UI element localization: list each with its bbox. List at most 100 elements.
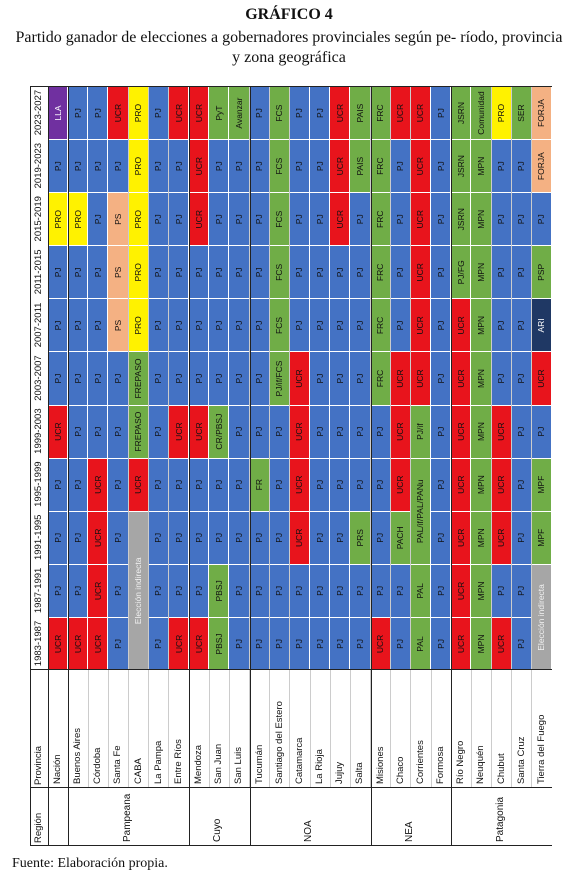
party-cell: PJ — [511, 245, 532, 299]
header-period: 2003-2007 — [33, 355, 44, 401]
party-cell: PJ — [491, 139, 512, 193]
party-cell: Avanzar — [229, 86, 250, 140]
party-cell: PJ — [148, 510, 169, 564]
party-cell: PJ — [289, 245, 311, 299]
province-label: Córdoba — [92, 747, 104, 784]
party-cell: PJ — [249, 404, 270, 458]
party-cell: PJ — [310, 298, 331, 352]
party-cell: PJ/FG — [451, 245, 472, 299]
header-period: 1999-2003 — [33, 408, 44, 454]
party-cell: UCR — [410, 351, 432, 405]
party-cell: PRO — [491, 86, 512, 140]
party-cell: PJ — [289, 616, 311, 670]
region-separator — [249, 86, 251, 846]
party-cell: MPF — [531, 510, 552, 564]
header-top-line — [30, 86, 31, 846]
party-cell: UCR — [531, 351, 552, 405]
party-cell: PRO — [68, 192, 89, 246]
party-cell: PJ — [68, 298, 89, 352]
party-cell: UCR — [491, 457, 512, 511]
party-cell: PJ — [511, 563, 532, 617]
party-cell: PJ — [168, 457, 190, 511]
party-cell: UCR — [491, 510, 512, 564]
party-cell: PJ — [249, 192, 270, 246]
party-cell: UCR — [189, 192, 210, 246]
party-cell: UCR — [390, 351, 411, 405]
party-cell: PRO — [128, 298, 149, 352]
party-cell: UCR — [370, 616, 391, 670]
party-cell: PJ — [511, 510, 532, 564]
party-cell: UCR — [410, 298, 432, 352]
party-cell: PJ — [209, 351, 230, 405]
party-cell: JSRN — [451, 86, 472, 140]
party-cell: PJ — [229, 245, 250, 299]
party-cell: PRO — [128, 245, 149, 299]
party-cell: PJ — [48, 457, 69, 511]
party-cell: PJ — [189, 298, 210, 352]
party-cell: UCR — [289, 510, 311, 564]
party-cell: PJ — [390, 616, 411, 670]
province-label: CABA — [132, 758, 144, 784]
party-cell: PJ — [350, 192, 371, 246]
party-cell: PJ — [350, 457, 371, 511]
party-cell: PJ — [269, 563, 290, 617]
party-cell: FRC — [370, 351, 391, 405]
party-cell: PJ — [168, 510, 190, 564]
party-cell: PJ — [431, 616, 452, 670]
party-cell: PJ/if/FCS — [269, 351, 290, 405]
party-cell: PJ — [229, 510, 250, 564]
party-cell: PJ — [370, 404, 391, 458]
column-separator — [30, 669, 552, 670]
party-cell: PJ — [431, 192, 452, 246]
party-cell: UCR — [88, 616, 109, 670]
party-cell: UCR — [451, 298, 472, 352]
party-cell: PJ — [48, 510, 69, 564]
party-cell: PAIS — [350, 139, 371, 193]
party-cell: UCR — [289, 351, 311, 405]
party-cell: PJ — [511, 457, 532, 511]
party-cell: UCR — [168, 616, 190, 670]
header-period: 1983-1987 — [33, 620, 44, 667]
province-label: Neuquén — [475, 745, 487, 784]
party-cell: MPN — [471, 510, 492, 564]
party-cell: FRC — [370, 245, 391, 299]
region-label: NOA — [303, 820, 315, 842]
party-cell: UCR — [390, 86, 411, 140]
party-cell: PJ — [189, 245, 210, 299]
party-cell: PJ — [511, 192, 532, 246]
province-label: Nación — [52, 754, 63, 784]
party-cell: ARI — [531, 298, 552, 352]
party-cell: PJ — [148, 351, 169, 405]
party-cell: PJ — [491, 298, 512, 352]
header-region: Región — [33, 812, 44, 843]
party-cell: PJ — [330, 404, 351, 458]
party-cell: MPN — [471, 192, 492, 246]
party-cell: FCS — [269, 298, 290, 352]
party-cell: PJ — [310, 457, 331, 511]
party-cell: PJ — [431, 563, 452, 617]
party-cell: FREPASO — [128, 351, 149, 405]
party-cell: PJ — [289, 139, 311, 193]
party-cell: PJ — [249, 86, 270, 140]
party-cell: MPN — [471, 245, 492, 299]
party-cell: PJ — [209, 245, 230, 299]
party-cell: PJ — [370, 510, 391, 564]
region-separator — [451, 86, 453, 846]
party-cell: PJ — [189, 563, 210, 617]
party-cell: JSRN — [451, 192, 472, 246]
party-cell: MPF — [531, 457, 552, 511]
region-label: NEA — [403, 821, 415, 842]
party-cell: PJ — [88, 351, 109, 405]
party-cell: PJ — [148, 298, 169, 352]
party-cell: PJ — [370, 563, 391, 617]
party-cell: PJ — [229, 351, 250, 405]
party-cell: PJ — [390, 139, 411, 193]
party-cell: PJ — [229, 404, 250, 458]
party-cell: PJ — [350, 298, 371, 352]
party-cell: PJ — [390, 563, 411, 617]
party-cell: PJ — [431, 510, 452, 564]
party-cell: PJ — [229, 139, 250, 193]
party-cell: PJ — [350, 616, 371, 670]
party-cell: PJ — [249, 351, 270, 405]
party-cell: UCR — [168, 404, 190, 458]
